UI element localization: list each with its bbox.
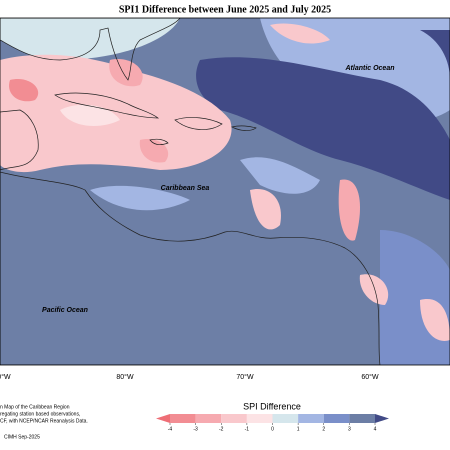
map: [0, 18, 450, 365]
colorbar-extension: [375, 414, 389, 423]
colorbar-bin: [170, 414, 196, 423]
colorbar-tick-label: 1: [297, 426, 300, 432]
colorbar-tick-label: -4: [168, 426, 173, 432]
footnote: regating station based observations,: [0, 411, 80, 417]
colorbar-tick-label: -3: [193, 426, 198, 432]
colorbar-tick-label: -2: [219, 426, 224, 432]
colorbar-extension: [156, 414, 170, 423]
longitude-label: 80°W: [116, 373, 134, 381]
ocean-label: Pacific Ocean: [42, 307, 88, 314]
colorbar-bin: [298, 414, 324, 423]
colorbar-bin: [323, 414, 350, 423]
colorbar-bin: [349, 414, 375, 423]
colorbar-bin: [272, 414, 299, 423]
ocean-label: Caribbean Sea: [161, 185, 210, 192]
colorbar-tick-label: 2: [322, 426, 325, 432]
colorbar-tick-label: -1: [245, 426, 250, 432]
colorbar-bin: [195, 414, 222, 423]
longitude-label: 60°W: [361, 373, 379, 381]
colorbar-title: SPI Difference: [243, 401, 301, 411]
footnote: CF, with NCEP/NCAR Reanalysis Data.: [0, 418, 88, 424]
colorbar-tick-label: 4: [374, 426, 377, 432]
colorbar-bin: [246, 414, 273, 423]
ocean-label: Atlantic Ocean: [344, 65, 394, 72]
credit: CIMH Sep-2025: [4, 434, 40, 440]
title: SPI1 Difference between June 2025 and Ju…: [119, 4, 331, 15]
colorbar: -4 -3 -2 -1 0 1 2 3 4: [156, 414, 389, 432]
colorbar-bin: [221, 414, 247, 423]
footnote: n Map of the Caribbean Region: [0, 404, 70, 410]
colorbar-tick-label: 0: [271, 426, 274, 432]
colorbar-tick-label: 3: [348, 426, 351, 432]
longitude-label: 70°W: [236, 373, 254, 381]
longitude-label: 90°W: [0, 373, 11, 381]
